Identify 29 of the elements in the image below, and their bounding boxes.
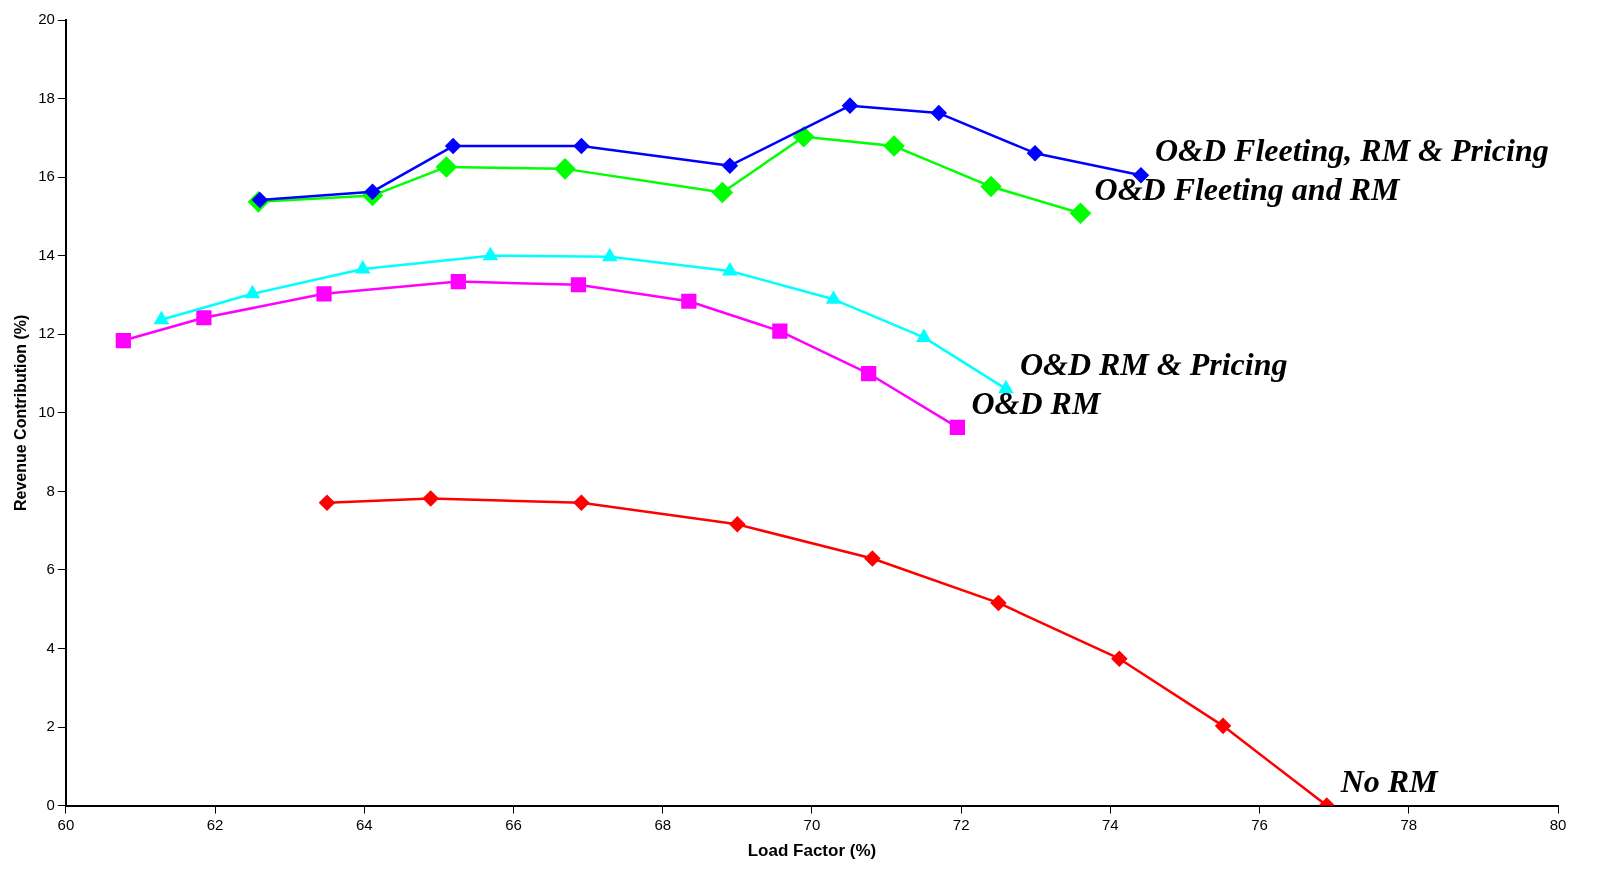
y-tick-label: 14 (38, 245, 55, 263)
y-tick-label: 6 (46, 560, 55, 578)
x-tick-label: 62 (206, 815, 224, 833)
y-tick-label: 2 (46, 717, 55, 735)
y-tick-label: 4 (46, 638, 55, 656)
x-tick-label: 68 (654, 815, 672, 833)
series-label: No RM (1339, 762, 1440, 799)
y-tick-label: 12 (38, 324, 55, 342)
y-tick-label: 8 (46, 481, 55, 499)
x-tick-label: 66 (505, 815, 522, 833)
x-tick-label: 78 (1400, 815, 1418, 833)
x-tick-label: 72 (952, 815, 970, 833)
series-label: O&D RM & Pricing (1019, 346, 1288, 383)
x-tick-label: 76 (1251, 815, 1268, 833)
y-axis-title: Revenue Contribution (%) (12, 314, 30, 512)
y-tick-label: 20 (38, 10, 55, 28)
x-tick-label: 74 (1102, 815, 1119, 833)
y-tick-label: 10 (38, 402, 55, 420)
y-tick-label: 0 (46, 795, 55, 813)
x-tick-label: 60 (57, 815, 75, 833)
series-label: O&D Fleeting and RM (1094, 170, 1401, 207)
x-tick-label: 80 (1549, 815, 1567, 833)
x-tick-label: 64 (355, 815, 373, 833)
y-tick-label: 18 (38, 88, 55, 106)
series-label: O&D Fleeting, RM & Pricing (1154, 132, 1549, 169)
x-axis-title: Load Factor (%) (747, 841, 877, 861)
y-tick-label: 16 (38, 167, 55, 185)
series-label: O&D RM (971, 384, 1102, 421)
x-tick-label: 70 (803, 815, 821, 833)
